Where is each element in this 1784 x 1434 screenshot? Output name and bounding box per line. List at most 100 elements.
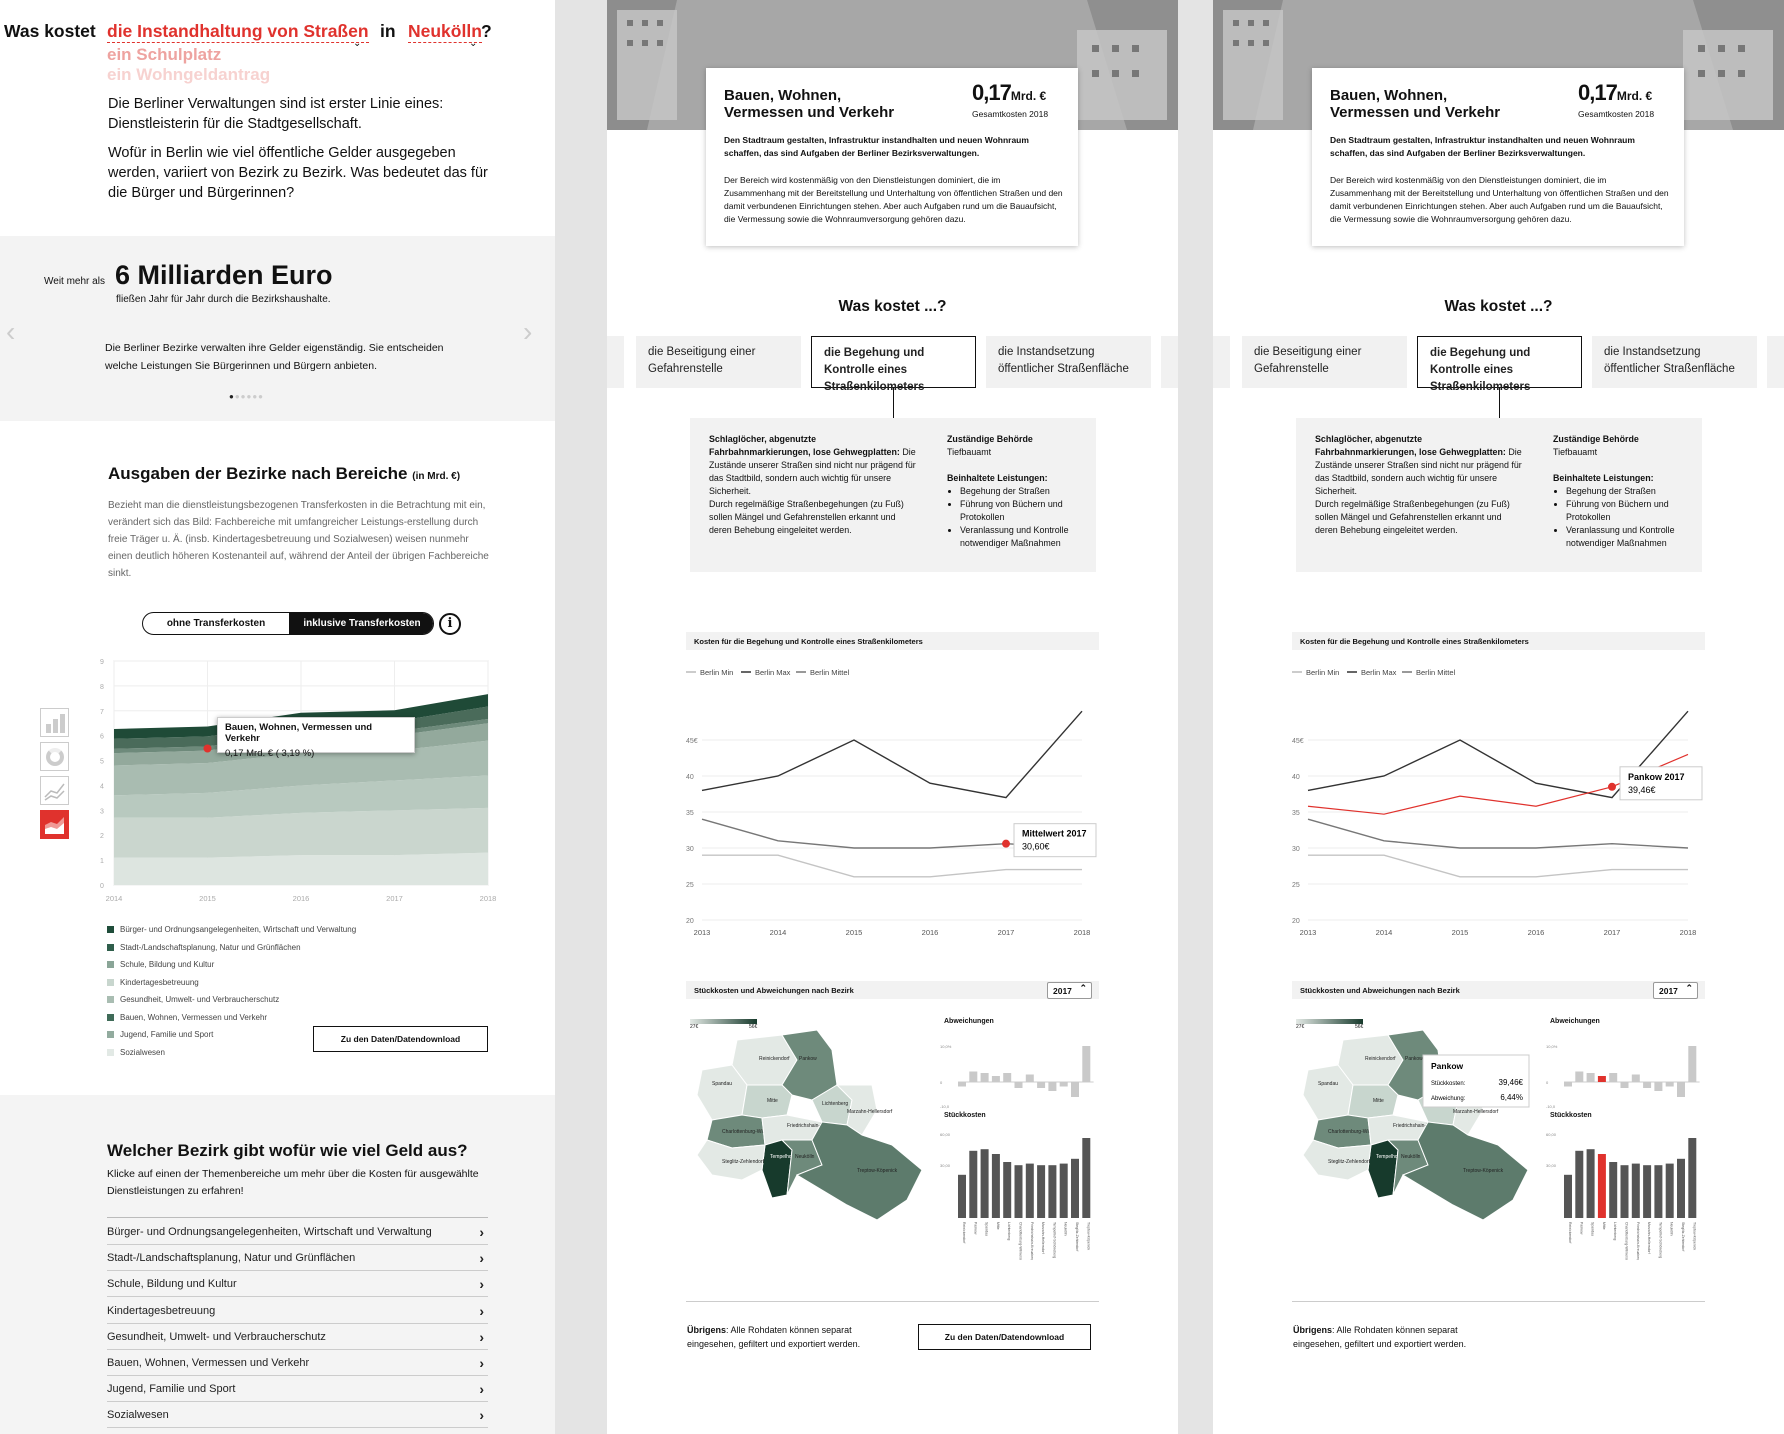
tooltip-label: Abweichung:	[1431, 1096, 1466, 1102]
line-series	[1307, 818, 1689, 849]
service-tab[interactable]: die Instandsetzung öffentlicher Straßenf…	[1592, 336, 1757, 388]
district-steglitz-zehlendorf[interactable]: Steglitz-Zehlendorf	[696, 1139, 766, 1181]
toggle-option-off[interactable]: ohne Transferkosten	[166, 618, 266, 629]
legend-item[interactable]: Gesundheit, Umwelt- und Verbraucherschut…	[107, 991, 356, 1009]
district-treptow-köpenick[interactable]: Treptow-Köpenick	[795, 1121, 923, 1221]
legend-label: Stadt-/Landschaftsplanung, Natur und Grü…	[120, 942, 301, 952]
stk-title: Stückkosten	[1550, 1112, 1592, 1119]
category-item[interactable]: Schule, Bildung und Kultur ›	[107, 1271, 488, 1298]
service-description: Schlaglöcher, abgenutzte Fahrbahnmarkier…	[1315, 434, 1522, 496]
carousel: Weit mehr als 6 Milliarden Euro fließen …	[0, 236, 555, 421]
legend-item[interactable]: Bürger- und Ordnungsangelegenheiten, Wir…	[107, 921, 356, 939]
y-tick-label: 9	[100, 659, 104, 666]
district-tick-label: Mitte	[996, 1222, 1000, 1230]
y-tick-label: 0	[1546, 1080, 1549, 1085]
area-chart-icon[interactable]	[40, 810, 69, 839]
chevron-right-icon[interactable]: ›	[523, 316, 533, 347]
category-item[interactable]: Stadt-/Landschaftsplanung, Natur und Grü…	[107, 1245, 488, 1272]
service-tab[interactable]	[1161, 336, 1178, 388]
item-option[interactable]: ein Wohngeldantrag	[107, 65, 271, 84]
item-option[interactable]: ein Schulplatz	[107, 45, 222, 64]
chevron-right-icon[interactable]: ›	[479, 1302, 484, 1319]
stueckkosten-bar	[969, 1150, 978, 1218]
service-item: Führung von Büchern und Protokollen	[1566, 498, 1696, 524]
tooltip-title: Pankow	[1431, 1061, 1464, 1071]
abweichung-bar	[1609, 1073, 1618, 1082]
district-tick-label: Spandau	[985, 1222, 989, 1236]
legend-item[interactable]: Stadt-/Landschaftsplanung, Natur und Grü…	[107, 939, 356, 957]
chevron-right-icon[interactable]: ›	[479, 1328, 484, 1345]
was-kostet-title: Was kostet ...?	[838, 298, 947, 315]
chevron-right-icon[interactable]: ›	[479, 1355, 484, 1371]
abweichung-bar	[1564, 1082, 1572, 1087]
chevron-right-icon[interactable]: ›	[479, 1276, 484, 1293]
district-tick-label: Pankow	[973, 1222, 977, 1235]
legend-item[interactable]: Sozialwesen	[107, 1044, 356, 1062]
chevron-left-icon[interactable]: ‹	[6, 316, 16, 347]
download-button[interactable]: Zu den Daten/Datendownload	[313, 1026, 488, 1052]
area-series	[114, 775, 488, 818]
item-select[interactable]: die Instandhaltung von Straßen	[107, 21, 369, 43]
card-lead: Den Stadtraum gestalten, Infrastruktur i…	[1330, 135, 1635, 158]
chevron-right-icon[interactable]: ›	[479, 1250, 484, 1267]
y-tick-label: 30,00	[1546, 1163, 1557, 1168]
category-item[interactable]: Bürger- und Ordnungsangelegenheiten, Wir…	[107, 1219, 488, 1245]
service-info: Schlaglöcher, abgenutzte Fahrbahnmarkier…	[690, 418, 1096, 572]
district-steglitz-zehlendorf[interactable]: Steglitz-Zehlendorf	[1302, 1139, 1372, 1181]
abweichung-bar	[1654, 1082, 1663, 1091]
y-tick-label: 6	[100, 734, 104, 741]
carousel-dots[interactable]: ●●●●●●	[229, 392, 265, 401]
tooltip-title: Pankow 2017	[1628, 772, 1685, 782]
legend-swatch	[107, 996, 114, 1004]
service-tab[interactable]: die Beseitigung einer Gefahrenstelle	[1242, 336, 1407, 388]
year-select[interactable]: 2017 ⌃	[1653, 982, 1698, 999]
service-tab-selected[interactable]: die Begehung und Kontrolle eines Straßen…	[1417, 336, 1582, 393]
service-tab[interactable]: die Beseitigung einer Gefahrenstelle	[636, 336, 801, 388]
y-tick-label: 0	[100, 883, 104, 890]
question-prefix: Was kostet	[4, 21, 96, 41]
service-description-2: Durch regelmäßige Straßenbegehungen (zu …	[709, 499, 904, 535]
service-tab[interactable]	[607, 336, 624, 388]
download-button[interactable]: Zu den Daten/Datendownload	[918, 1324, 1091, 1350]
service-tab[interactable]	[1213, 336, 1230, 388]
y-tick-label: 4	[100, 783, 104, 790]
district-select[interactable]: Neukölln	[408, 21, 482, 43]
district-tick-label: Charlottenburg-Wilmersdorf	[1625, 1222, 1629, 1260]
card-amount-label: Gesamtkosten 2018	[972, 109, 1049, 119]
chevron-down-icon[interactable]: ⌄	[353, 38, 362, 49]
line-chart-icon[interactable]	[40, 776, 69, 805]
legend-mean: Berlin Mittel	[1416, 668, 1456, 677]
category-item[interactable]: Sozialwesen ›	[107, 1402, 488, 1429]
service-tab[interactable]: die Instandsetzung öffentlicher Straßenf…	[986, 336, 1151, 388]
district-mitte[interactable]: Mitte	[741, 1084, 793, 1119]
abweichung-bar	[1688, 1046, 1697, 1082]
category-item[interactable]: Bauen, Wohnen, Vermessen und Verkehr ›	[107, 1350, 488, 1376]
toggle-option-on[interactable]: inklusive Transferkosten	[289, 613, 433, 634]
info-icon[interactable]: i	[439, 613, 461, 635]
service-tab[interactable]	[1767, 336, 1784, 388]
transfer-toggle[interactable]: ohne Transferkosten inklusive Transferko…	[142, 612, 434, 635]
chevron-down-icon[interactable]: ⌄	[469, 38, 478, 49]
tooltip-label: Stückkosten:	[1431, 1081, 1466, 1087]
district-mitte[interactable]: Mitte	[1347, 1084, 1399, 1119]
district-label: Treptow-Köpenick	[1463, 1168, 1504, 1174]
year-select[interactable]: 2017 ⌃	[1047, 982, 1092, 999]
service-tab-selected[interactable]: die Begehung und Kontrolle eines Straßen…	[811, 336, 976, 393]
chevron-right-icon[interactable]: ›	[479, 1381, 484, 1398]
y-tick-label: 20	[1292, 918, 1300, 925]
category-item[interactable]: Jugend, Familie und Sport ›	[107, 1376, 488, 1403]
legend-item[interactable]: Schule, Bildung und Kultur	[107, 956, 356, 974]
category-item[interactable]: Gesundheit, Umwelt- und Verbraucherschut…	[107, 1324, 488, 1350]
legend-item[interactable]: Jugend, Familie und Sport	[107, 1026, 356, 1044]
legend-item[interactable]: Kindertagesbetreuung	[107, 974, 356, 992]
donut-chart-icon[interactable]	[40, 742, 69, 771]
bar-chart-icon[interactable]	[40, 708, 69, 737]
category-item[interactable]: Kindertagesbetreuung ›	[107, 1298, 488, 1324]
district-tick-label: Steglitz-Zehlendorf	[1681, 1222, 1685, 1251]
berlin-map[interactable]: ReinickendorfPankowSpandauMitteLichtenbe…	[1293, 1030, 1533, 1230]
chevron-right-icon[interactable]: ›	[479, 1224, 484, 1240]
chevron-right-icon[interactable]: ›	[479, 1407, 484, 1424]
district-treptow-köpenick[interactable]: Treptow-Köpenick	[1401, 1121, 1529, 1221]
legend-item[interactable]: Bauen, Wohnen, Vermessen und Verkehr	[107, 1009, 356, 1027]
